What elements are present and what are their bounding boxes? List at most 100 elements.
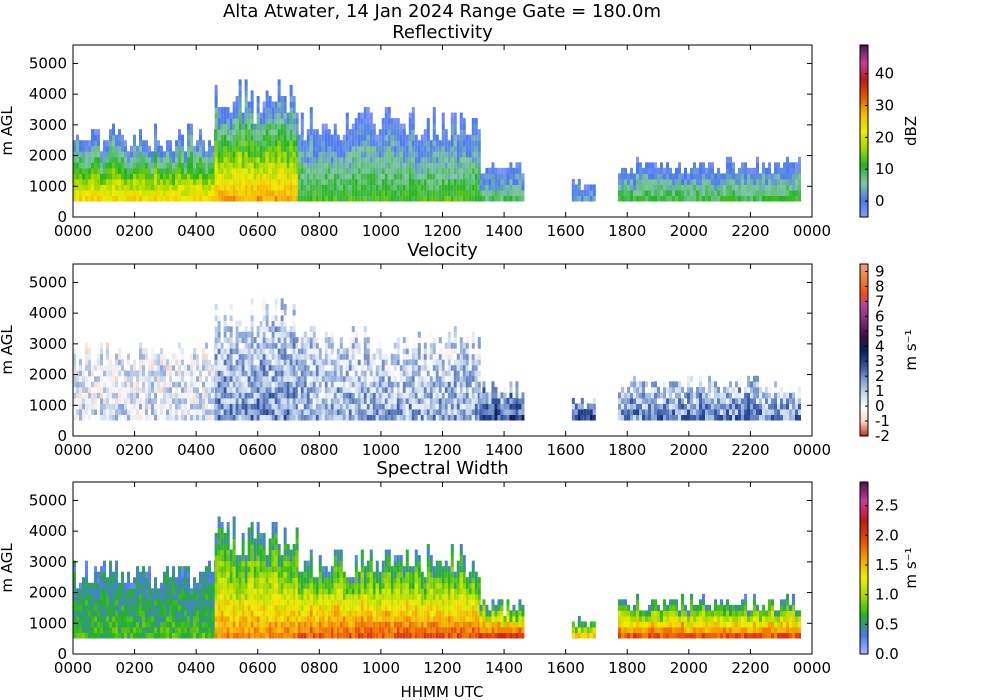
echo-cell <box>471 348 475 355</box>
echo-cell <box>175 370 178 377</box>
echo-cell <box>112 123 115 130</box>
echo-cell <box>312 326 316 333</box>
echo-cell <box>271 107 275 114</box>
echo-cell <box>375 414 379 421</box>
echo-cell <box>387 145 391 152</box>
echo-cell <box>675 189 679 196</box>
echo-cell <box>238 320 242 327</box>
echo-cell <box>354 370 358 377</box>
echo-cell <box>157 359 160 366</box>
echo-cell <box>190 414 193 421</box>
echo-cell <box>286 173 290 180</box>
echo-cell <box>348 403 352 410</box>
colorbar-band <box>860 182 868 184</box>
echo-cell <box>393 195 397 202</box>
echo-cell <box>157 414 160 421</box>
echo-cell <box>351 167 355 174</box>
echo-cell <box>468 359 472 366</box>
echo-cell <box>172 195 175 202</box>
echo-cell <box>274 370 278 377</box>
echo-cell <box>241 381 245 388</box>
echo-cell <box>414 381 418 388</box>
echo-cell <box>477 134 481 141</box>
echo-cell <box>315 408 319 415</box>
echo-cell <box>300 156 304 163</box>
echo-cell <box>127 353 130 360</box>
echo-cell <box>133 134 136 141</box>
echo-cell <box>118 375 121 382</box>
echo-cell <box>618 408 622 415</box>
echo-cell <box>675 403 679 410</box>
echo-cell <box>324 370 328 377</box>
echo-cell <box>265 386 269 393</box>
echo-cell <box>372 381 376 388</box>
echo-cell <box>345 403 349 410</box>
echo-cell <box>214 303 218 310</box>
echo-cell <box>223 145 227 152</box>
echo-cell <box>375 381 379 388</box>
echo-cell <box>497 397 501 404</box>
echo-cell <box>277 414 281 421</box>
echo-cell <box>121 370 124 377</box>
echo-cell <box>300 140 304 147</box>
echo-cell <box>303 189 307 196</box>
echo-cell <box>175 392 178 399</box>
echo-cell <box>127 386 130 393</box>
echo-cell <box>717 408 721 415</box>
echo-cell <box>214 320 218 327</box>
echo-cell <box>339 337 343 344</box>
echo-cell <box>259 403 263 410</box>
echo-cell <box>729 386 733 393</box>
echo-cell <box>232 107 236 114</box>
echo-cell <box>259 156 263 163</box>
echo-cell <box>214 145 218 152</box>
echo-cell <box>696 408 700 415</box>
echo-cell <box>732 189 736 196</box>
echo-cell <box>79 151 82 158</box>
echo-cell <box>462 392 466 399</box>
echo-cell <box>333 134 337 141</box>
echo-cell <box>482 173 486 180</box>
echo-cell <box>217 392 221 399</box>
echo-cell <box>300 195 304 202</box>
echo-cell <box>577 178 581 185</box>
echo-cell <box>429 370 433 377</box>
echo-cell <box>118 189 121 196</box>
echo-cell <box>491 414 495 421</box>
echo-cell <box>112 145 115 152</box>
colorbar-band <box>860 89 868 91</box>
echo-cell <box>357 364 361 371</box>
echo-cell <box>375 397 379 404</box>
echo-cell <box>187 178 190 185</box>
colorbar-band <box>860 183 868 185</box>
echo-cell <box>381 118 385 125</box>
echo-cell <box>390 140 394 147</box>
echo-cell <box>76 403 79 410</box>
echo-cell <box>348 162 352 169</box>
echo-cell <box>723 184 727 191</box>
echo-cell <box>157 364 160 371</box>
echo-cell <box>247 145 251 152</box>
echo-cell <box>166 397 169 404</box>
echo-cell <box>127 370 130 377</box>
echo-cell <box>702 167 706 174</box>
echo-cell <box>372 184 376 191</box>
echo-cell <box>500 392 504 399</box>
echo-cell <box>378 151 382 158</box>
echo-cell <box>309 140 313 147</box>
echo-cell <box>396 123 400 130</box>
echo-cell <box>300 353 304 360</box>
echo-cell <box>621 386 625 393</box>
colorbar-band <box>860 72 868 74</box>
echo-cell <box>268 178 272 185</box>
echo-cell <box>247 408 251 415</box>
echo-cell <box>789 195 793 202</box>
echo-cell <box>369 173 373 180</box>
echo-cell <box>244 178 248 185</box>
echo-cell <box>133 375 136 382</box>
echo-cell <box>163 370 166 377</box>
echo-cell <box>468 162 472 169</box>
echo-cell <box>441 184 445 191</box>
echo-cell <box>259 386 263 393</box>
